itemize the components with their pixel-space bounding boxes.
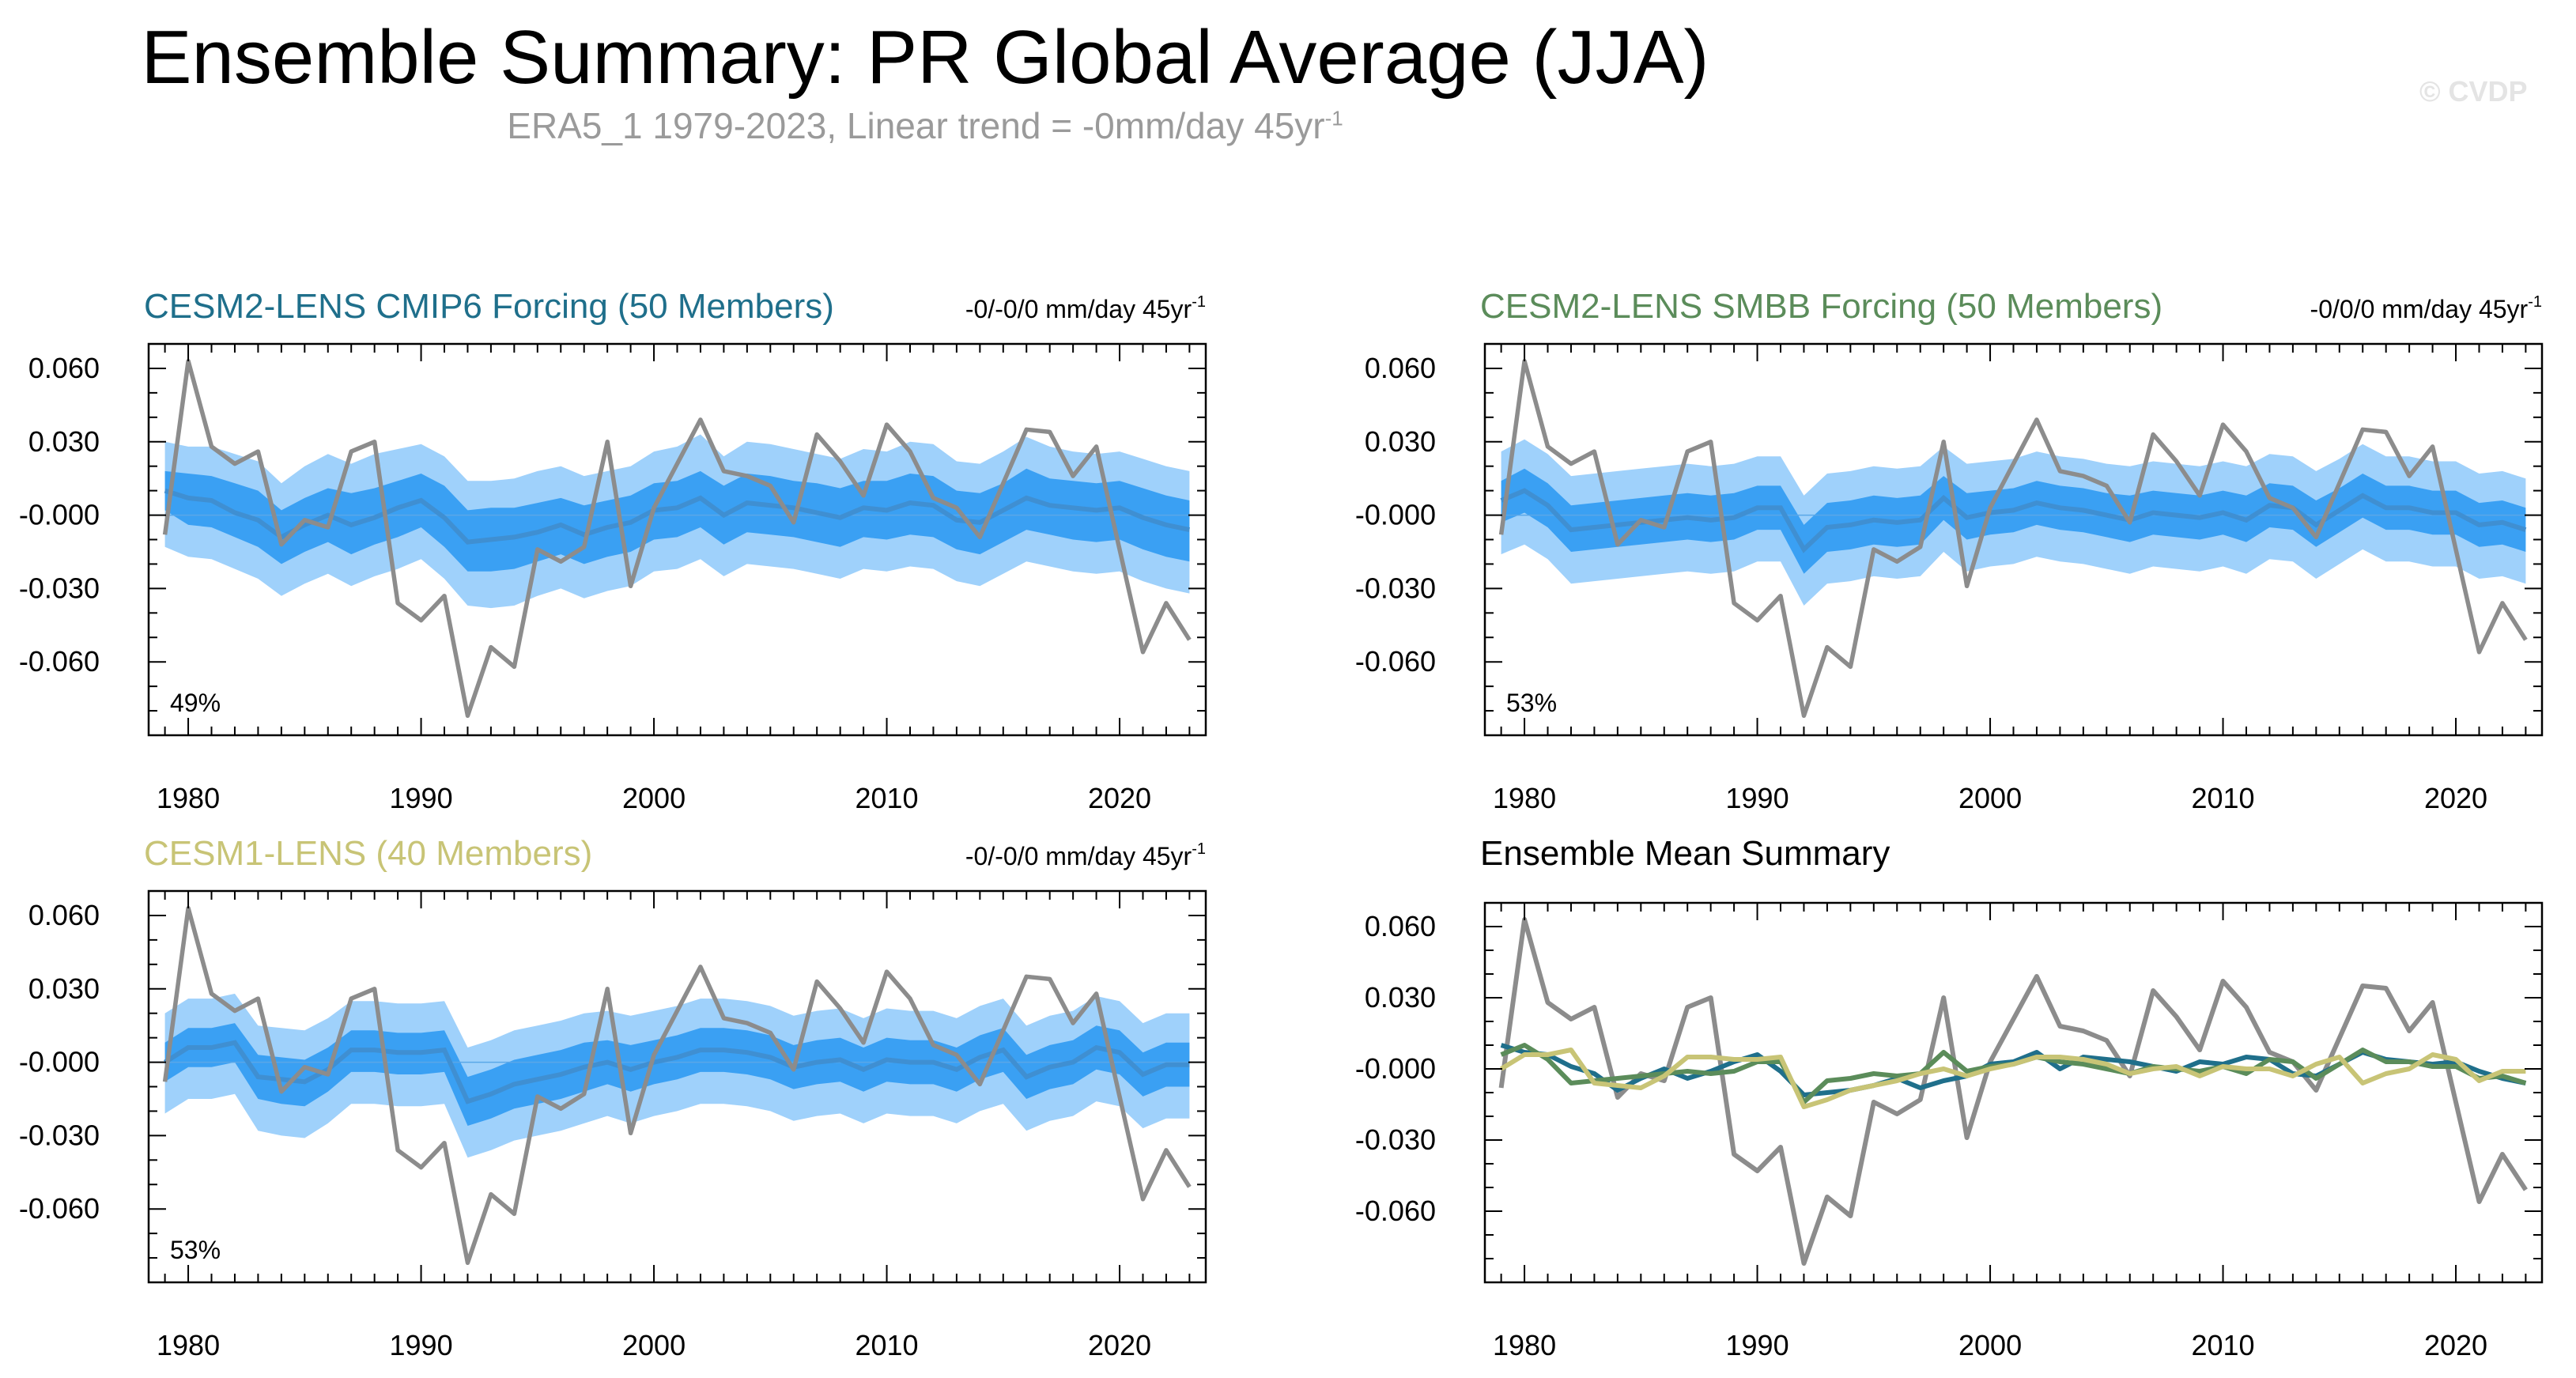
chart-panel-3: 0.060 0.030 -0.000 -0.030 -0.060 1980 1990 2000… xyxy=(19,834,1207,1361)
y-tick-label: -0.060 xyxy=(19,645,100,678)
trend-label: -0/-0/0 mm/day 45yr-1 xyxy=(965,293,1206,323)
percent-label: 53% xyxy=(1506,689,1557,717)
ensemble-mean-line xyxy=(163,1040,1190,1104)
y-tick-label: -0.000 xyxy=(1355,1052,1436,1085)
trend-label: -0/-0/0 mm/day 45yr-1 xyxy=(965,840,1206,870)
x-tick-label: 1980 xyxy=(157,782,220,814)
page-title: Ensemble Summary: PR Global Average (JJA… xyxy=(141,15,1709,100)
series-line-3 xyxy=(1500,1043,2527,1104)
x-tick-label: 2000 xyxy=(622,782,686,814)
x-tick-label: 1980 xyxy=(1493,1329,1556,1361)
x-tick-label: 2010 xyxy=(2191,782,2254,814)
inner-spread-band xyxy=(164,1023,1190,1126)
x-tick-label: 1980 xyxy=(157,1329,220,1361)
x-tick-label: 2020 xyxy=(1088,1329,1151,1361)
x-tick-label: 2010 xyxy=(855,782,918,814)
trend-label: -0/0/0 mm/day 45yr-1 xyxy=(2310,293,2542,323)
x-tick-label: 2000 xyxy=(622,1329,686,1361)
y-tick-label: -0.060 xyxy=(19,1192,100,1225)
y-tick-label: -0.060 xyxy=(1355,1195,1436,1227)
trend-superscript: -1 xyxy=(1192,293,1206,311)
observed-line xyxy=(162,905,1192,1266)
plot-frame xyxy=(1483,901,2544,1284)
y-tick-label: 0.060 xyxy=(1365,352,1436,384)
y-tick-label: 0.030 xyxy=(28,425,100,458)
y-tick-label: -0.030 xyxy=(19,572,100,604)
x-tick-label: 1980 xyxy=(1493,782,1556,814)
percent-label: 53% xyxy=(170,1236,221,1264)
panel-title: CESM2-LENS CMIP6 Forcing (50 Members) xyxy=(144,287,834,326)
chart-panel-1: 0.060 0.030 -0.000 -0.030 -0.060 1980 1990 2000… xyxy=(19,287,1207,814)
watermark: © CVDP xyxy=(2419,75,2528,108)
y-tick-label: -0.000 xyxy=(19,499,100,531)
subtitle-superscript: -1 xyxy=(1324,106,1343,130)
y-tick-label: -0.000 xyxy=(1355,499,1436,531)
x-tick-label: 2010 xyxy=(855,1329,918,1361)
x-tick-label: 2020 xyxy=(1088,782,1151,814)
y-tick-label: 0.030 xyxy=(28,972,100,1005)
chart-panel-2: 0.060 0.030 -0.000 -0.030 -0.060 1980 1990 2000… xyxy=(1355,287,2544,814)
y-tick-label: -0.030 xyxy=(1355,1123,1436,1156)
page-subtitle: ERA5_1 1979-2023, Linear trend = -0mm/da… xyxy=(0,104,1850,147)
y-tick-label: 0.030 xyxy=(1365,425,1436,458)
trend-superscript: -1 xyxy=(1192,840,1206,858)
subtitle-text: ERA5_1 1979-2023, Linear trend = -0mm/da… xyxy=(507,105,1325,146)
y-tick-label: -0.000 xyxy=(19,1046,100,1078)
x-tick-label: 1990 xyxy=(1726,1329,1789,1361)
series-line-1 xyxy=(1498,917,2528,1266)
y-tick-label: 0.030 xyxy=(1365,981,1436,1014)
chart-panel-4: 0.060 0.030 -0.000 -0.030 -0.060 1980 1990 2000… xyxy=(1355,834,2544,1361)
y-tick-label: 0.060 xyxy=(28,899,100,931)
trend-superscript: -1 xyxy=(2528,293,2542,311)
y-tick-label: -0.030 xyxy=(19,1119,100,1151)
y-tick-label: -0.060 xyxy=(1355,645,1436,678)
panel-title: Ensemble Mean Summary xyxy=(1480,834,1890,873)
series-line-4 xyxy=(1500,1048,2526,1109)
x-tick-label: 1990 xyxy=(1726,782,1789,814)
y-tick-label: -0.030 xyxy=(1355,572,1436,604)
x-tick-label: 2010 xyxy=(2191,1329,2254,1361)
x-tick-label: 2000 xyxy=(1958,1329,2022,1361)
panel-title: CESM1-LENS (40 Members) xyxy=(144,834,592,873)
percent-label: 49% xyxy=(170,689,221,717)
ensemble-mean-line xyxy=(164,488,1191,545)
x-tick-label: 2000 xyxy=(1958,782,2022,814)
x-tick-label: 2020 xyxy=(2424,782,2487,814)
y-tick-label: 0.060 xyxy=(1365,910,1436,942)
x-tick-label: 1990 xyxy=(390,782,453,814)
y-tick-label: 0.060 xyxy=(28,352,100,384)
observed-line xyxy=(162,358,1192,719)
ensemble-mean-line xyxy=(1500,488,2527,553)
panel-title: CESM2-LENS SMBB Forcing (50 Members) xyxy=(1480,287,2162,326)
x-tick-label: 1990 xyxy=(390,1329,453,1361)
x-tick-label: 2020 xyxy=(2424,1329,2487,1361)
observed-line xyxy=(1498,358,2528,719)
